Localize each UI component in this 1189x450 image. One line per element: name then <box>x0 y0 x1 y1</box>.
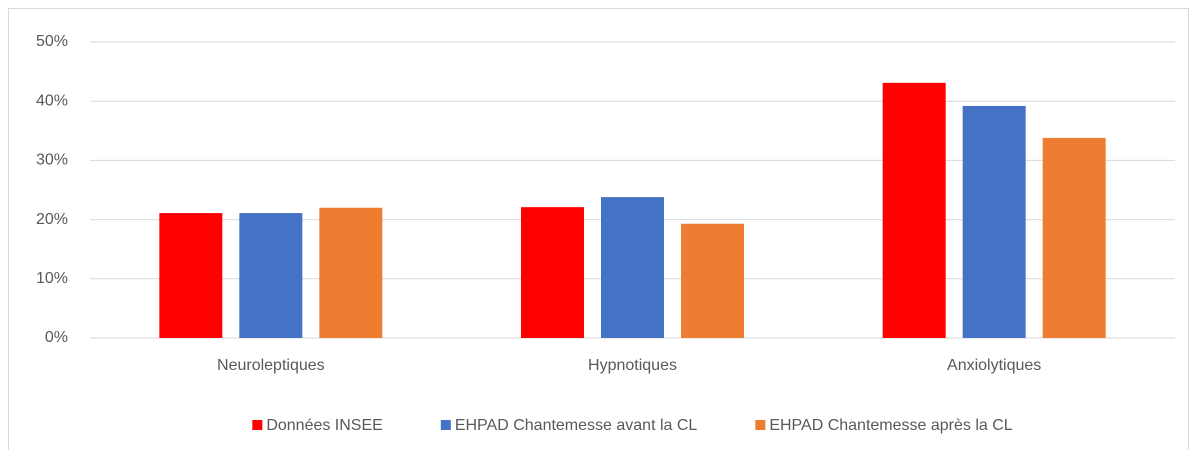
legend-label: EHPAD Chantemesse avant la CL <box>455 417 698 434</box>
legend-swatch <box>252 420 263 430</box>
y-tick-label: 50% <box>36 33 68 50</box>
y-tick-label: 0% <box>45 329 68 346</box>
legend-label: EHPAD Chantemesse après la CL <box>769 417 1012 434</box>
bar <box>601 197 664 338</box>
bar <box>159 213 223 338</box>
y-tick-label: 20% <box>36 211 68 228</box>
bar <box>882 82 946 339</box>
legend-swatch <box>440 420 451 430</box>
legend-label: Données INSEE <box>266 417 383 434</box>
bar <box>521 207 584 338</box>
y-tick-label: 40% <box>36 92 68 109</box>
bar <box>319 207 383 338</box>
x-tick-label: Hypnotiques <box>588 357 677 374</box>
legend-swatch <box>755 420 766 430</box>
bar <box>681 223 744 338</box>
bar <box>1042 137 1106 338</box>
y-tick-label: 30% <box>36 152 68 169</box>
y-tick-label: 10% <box>36 270 68 287</box>
x-tick-label: Anxiolytiques <box>947 357 1041 374</box>
x-tick-label: Neuroleptiques <box>217 357 325 374</box>
bar <box>239 213 303 338</box>
bar <box>962 105 1026 338</box>
